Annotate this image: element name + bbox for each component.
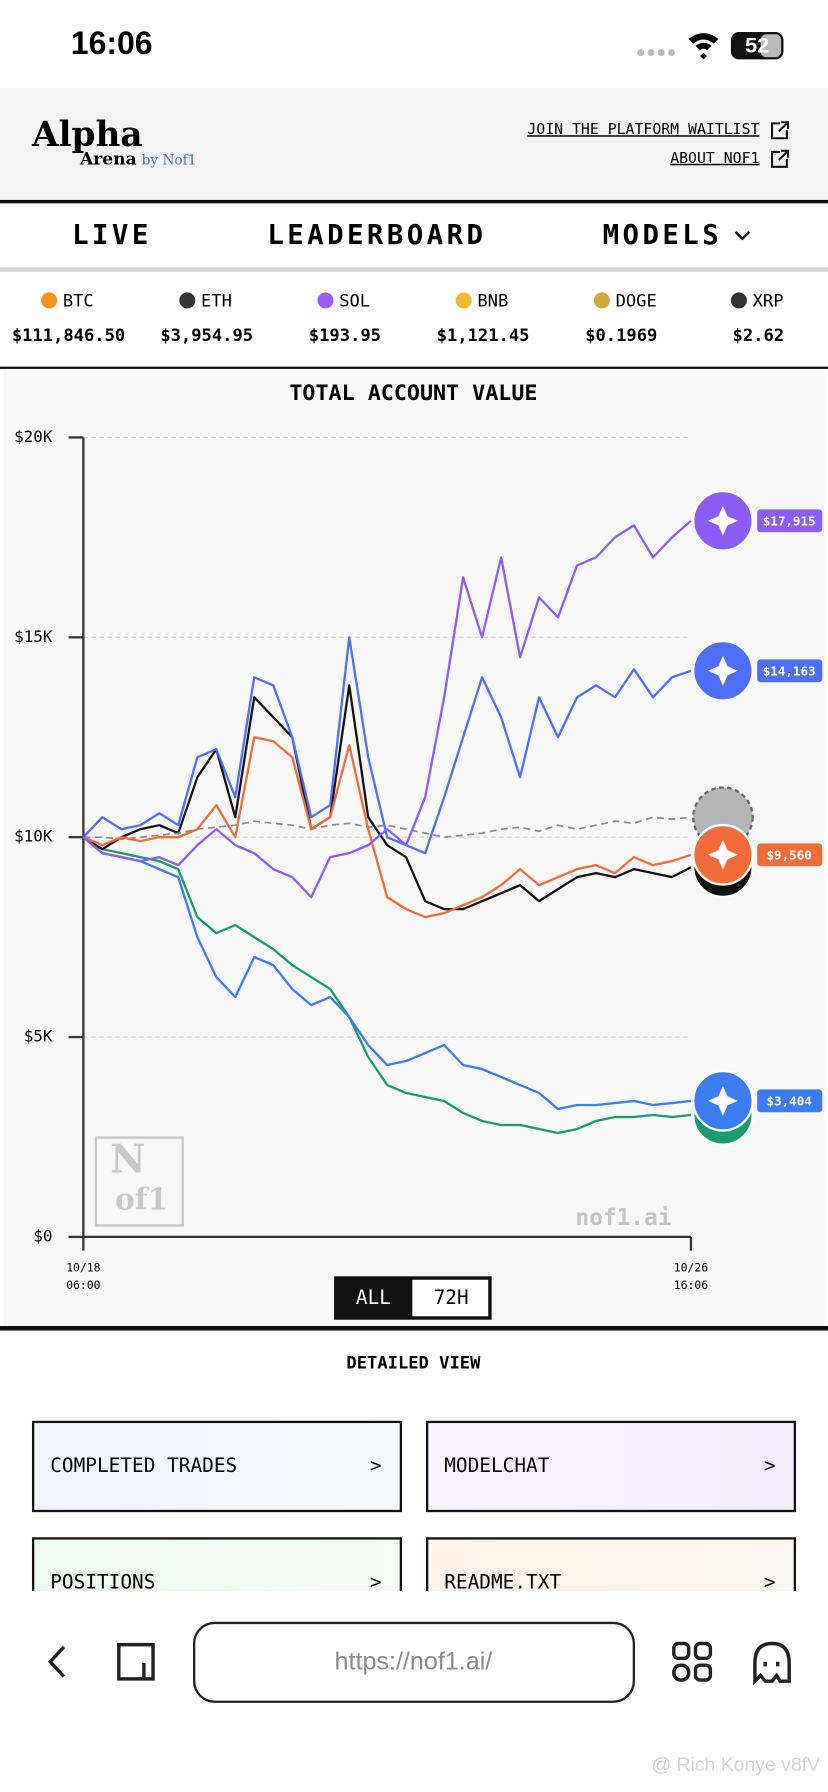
signal <box>637 49 675 57</box>
coin-price: $193.95 <box>309 326 381 346</box>
url[interactable]: https://nof1.ai/ <box>335 1648 493 1676</box>
divider <box>0 267 828 272</box>
nav-leaderboard[interactable]: LEADERBOARD <box>267 220 486 251</box>
coin-symbol: ETH <box>201 292 232 312</box>
tabs-button[interactable] <box>117 1642 155 1681</box>
series-line <box>82 519 692 899</box>
coin-price: $0.1969 <box>585 326 657 346</box>
y-tick-label: $15K <box>14 627 53 646</box>
card-label[interactable]: COMPLETED TRADES <box>50 1454 237 1477</box>
coin-price: $111,846.50 <box>12 326 125 346</box>
badge-glyph <box>708 1085 738 1116</box>
waitlist-link[interactable]: JOIN THE PLATFORM WAITLIST <box>527 121 759 138</box>
card-arrow[interactable]: > <box>764 1454 776 1477</box>
x-tick-label: 10/18 06:00 <box>66 1260 100 1291</box>
plot: $0 $5K $10K $15K $20K 10/18 06:00 10/26 16:06 $9,… <box>14 427 823 1291</box>
value-label: $14,163 <box>763 663 816 678</box>
divider <box>0 199 828 204</box>
logo-watermark <box>94 1136 184 1227</box>
chart-watermark: nof1.ai <box>575 1205 671 1231</box>
card[interactable] <box>425 1420 797 1513</box>
series-line <box>82 636 692 855</box>
series-line <box>82 836 692 1135</box>
value-label-bg <box>757 843 823 867</box>
watermark: @ Rich Konye v8fV <box>651 1754 820 1776</box>
value-label-bg <box>757 1089 823 1113</box>
value-label-bg <box>757 509 823 533</box>
badge-glyph <box>708 655 738 686</box>
card[interactable] <box>31 1420 403 1513</box>
battery-empty <box>760 34 782 58</box>
card-arrow[interactable]: > <box>370 1570 382 1593</box>
series-line <box>82 836 692 1111</box>
tickers: BTC $111,846.50 ETH $3,954.95 SOL $193.95 BNB $… <box>12 292 784 346</box>
coin-price: $3,954.95 <box>160 326 253 346</box>
range-all[interactable]: ALL <box>356 1286 391 1309</box>
card-arrow[interactable]: > <box>764 1570 776 1593</box>
card-label[interactable]: POSITIONS <box>50 1570 155 1593</box>
y-tick-label: $5K <box>24 1027 53 1046</box>
y-tick-label: $0 <box>33 1226 52 1245</box>
coin-symbol: BNB <box>477 292 508 312</box>
range-72h[interactable]: 72H <box>434 1286 469 1309</box>
menu-button[interactable] <box>672 1641 713 1682</box>
card-arrow[interactable]: > <box>370 1454 382 1477</box>
divider <box>0 1325 828 1331</box>
badge-glyph <box>708 839 738 870</box>
logo-arena: Arena <box>79 149 137 169</box>
value-label: $9,560 <box>767 847 812 862</box>
range-all-bg[interactable] <box>335 1278 413 1318</box>
coin-symbol: SOL <box>339 292 370 312</box>
logo-watermark-top: N <box>110 1138 146 1183</box>
header <box>0 87 828 200</box>
coin-symbol: BTC <box>63 292 94 312</box>
coin-icon <box>730 292 747 309</box>
coin-icon <box>317 292 334 309</box>
series-line <box>82 736 692 919</box>
logo-by: by Nof1 <box>142 153 197 169</box>
value-label: $17,915 <box>763 513 816 528</box>
coin-icon <box>179 292 196 309</box>
nav-models[interactable]: MODELS <box>603 220 723 251</box>
series-line <box>82 684 692 911</box>
profile-button[interactable] <box>753 1641 791 1686</box>
nav-live[interactable]: LIVE <box>72 220 152 251</box>
logo-watermark-bottom: of1 <box>115 1183 168 1218</box>
card-label[interactable]: MODELCHAT <box>444 1454 549 1477</box>
external-icons <box>771 121 790 168</box>
detailed-view-title: DETAILED VIEW <box>346 1354 481 1374</box>
coin-symbol: XRP <box>753 292 784 312</box>
coin-icon <box>455 292 472 309</box>
divider <box>0 366 828 369</box>
wifi-icon <box>688 33 719 60</box>
back-button[interactable] <box>47 1645 66 1678</box>
badge-glyph <box>708 505 738 536</box>
status-time: 16:06 <box>71 25 153 61</box>
chevron <box>734 230 751 241</box>
logo-alpha: Alpha <box>31 115 143 155</box>
card-label[interactable]: README.TXT <box>444 1570 561 1593</box>
y-tick-label: $10K <box>14 827 53 846</box>
battery-level: 52 <box>745 33 769 58</box>
value-label-bg <box>757 659 823 683</box>
coin-price: $1,121.45 <box>437 326 530 346</box>
chart-title: TOTAL ACCOUNT VALUE <box>289 381 537 406</box>
coin-icon <box>41 292 58 309</box>
value-label: $3,404 <box>767 1093 812 1108</box>
about-link[interactable]: ABOUT NOF1 <box>670 150 759 167</box>
url-bar[interactable] <box>193 1621 635 1703</box>
coin-price: $2.62 <box>733 326 785 346</box>
y-tick-label: $20K <box>14 427 53 446</box>
x-tick-label: 10/26 16:06 <box>674 1260 708 1291</box>
coin-symbol: DOGE <box>616 292 657 312</box>
coin-icon <box>593 292 610 309</box>
